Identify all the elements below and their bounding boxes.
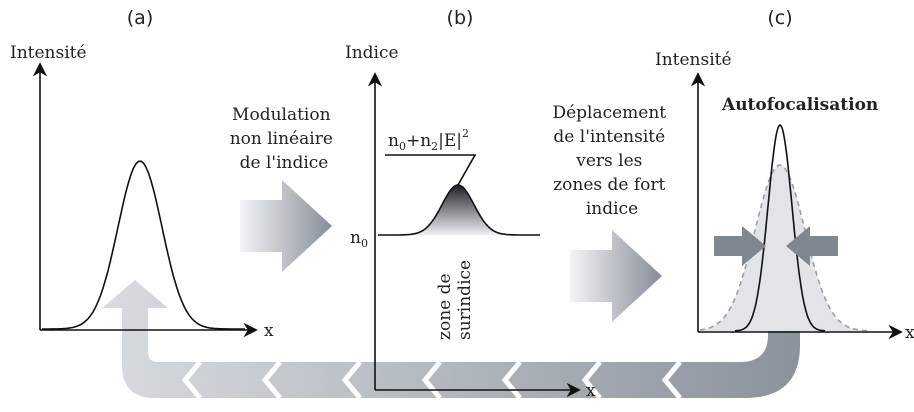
focus-arrow [786,226,838,266]
axis-label: Indice [345,43,399,63]
feedback-arrow [102,280,800,400]
panel-title: Autofocalisation [721,95,878,115]
axis-label: x [905,323,914,343]
index-curve [378,184,540,236]
axis-label: x [586,381,596,401]
panel-tag: (a) [127,7,153,29]
baseline-label: n0 [350,228,368,250]
step-text: Déplacement de l'intensité vers les zone… [552,103,671,219]
step-arrow [570,230,662,322]
step-arrow [240,180,332,272]
formula: n0+n2|E|2 [388,127,469,153]
formula-pointer [385,154,477,186]
axis-label: Intensité [655,50,732,70]
axis-label: x [264,321,274,341]
intensity-curve [42,160,245,330]
panel-tag: (c) [767,7,792,29]
focused-beam [734,123,826,332]
zone-label: zone desurindice [435,260,475,340]
focus-arrow [714,226,766,266]
step-text: Modulation non linéaire de l'indice [230,105,339,173]
initial-beam [699,164,870,332]
panel-tag: (b) [447,7,474,29]
index-bump [378,185,540,235]
wide-fill [700,165,870,331]
axis-label: Intensité [10,43,87,63]
